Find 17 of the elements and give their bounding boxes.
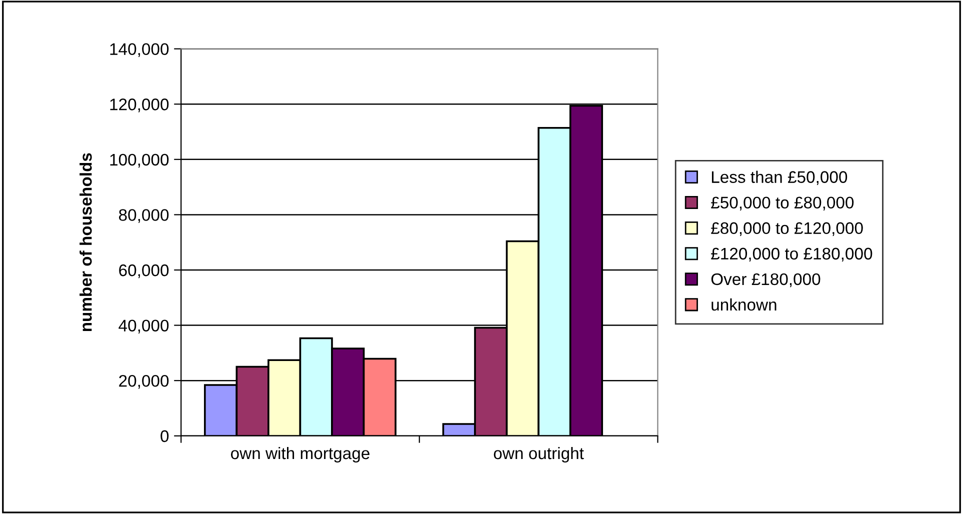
y-tick-label: 40,000 <box>118 320 169 334</box>
y-tick-label: 100,000 <box>110 154 169 168</box>
y-tick-label: 0 <box>160 430 169 442</box>
x-tick-label: own with mortgage <box>230 446 370 463</box>
y-axis-title: number of households <box>80 153 92 332</box>
legend-label: £120,000 to £180,000 <box>711 248 872 262</box>
legend-label: £80,000 to £120,000 <box>711 222 863 236</box>
x-tick-label: own outright <box>494 446 584 463</box>
legend-label: Less than £50,000 <box>712 170 848 185</box>
y-tick-label: 60,000 <box>119 264 169 278</box>
y-tick-label: 80,000 <box>118 209 169 223</box>
legend-label: Over £180,000 <box>711 273 820 288</box>
y-tick-label: 20,000 <box>119 374 169 389</box>
legend-label: £50,000 to £80,000 <box>711 196 854 210</box>
y-tick-label: 120,000 <box>110 98 169 112</box>
legend-label: unknown <box>712 298 776 311</box>
y-tick-label: 140,000 <box>110 43 169 57</box>
